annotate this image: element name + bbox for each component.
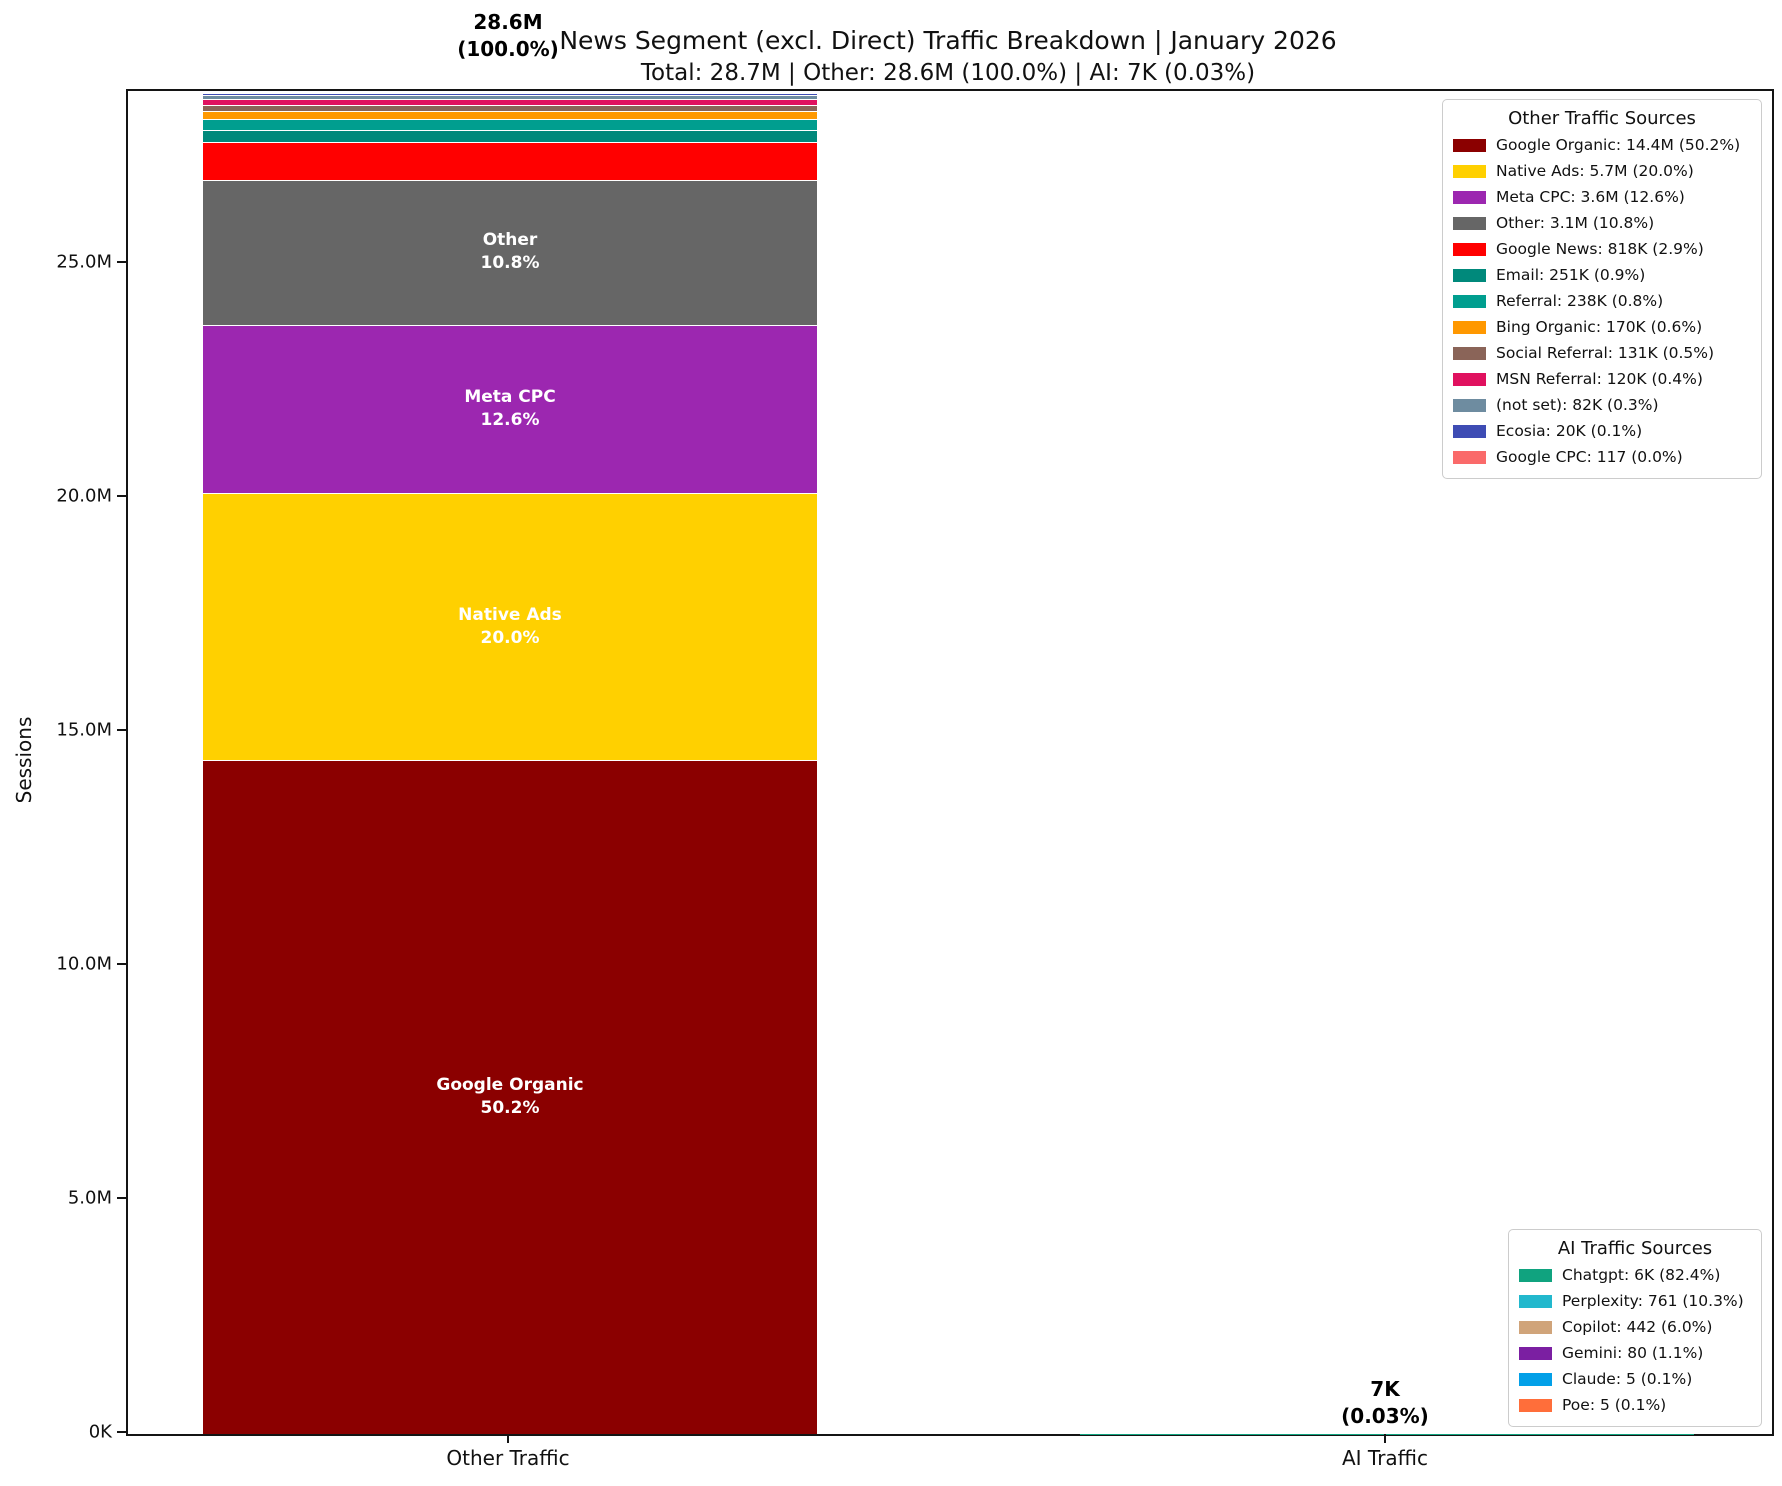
legend-item: Poe: 5 (0.1%) bbox=[1519, 1392, 1751, 1418]
plot-area: Google Organic 50.2% Native Ads 20.0% Meta… bbox=[126, 89, 1774, 1436]
legend-title: Other Traffic Sources bbox=[1508, 108, 1696, 129]
legend-item: (not set): 82K (0.3%) bbox=[1453, 392, 1751, 418]
legend-item-label: Google Organic: 14.4M (50.2%) bbox=[1496, 136, 1741, 154]
legend-swatch bbox=[1519, 1372, 1552, 1386]
y-tick-mark bbox=[117, 261, 126, 264]
bar-segment bbox=[203, 95, 817, 100]
bar-segment bbox=[203, 179, 817, 325]
legend-item: Chatgpt: 6K (82.4%) bbox=[1519, 1262, 1751, 1288]
bar-segment bbox=[203, 760, 817, 1434]
legend-item-label: Referral: 238K (0.8%) bbox=[1496, 292, 1664, 310]
bar-segment bbox=[203, 141, 817, 180]
bar-total-annotation: 7K (0.03%) bbox=[1341, 1376, 1429, 1428]
y-tick-label: 25.0M bbox=[56, 251, 112, 273]
legend-item-label: Bing Organic: 170K (0.6%) bbox=[1496, 318, 1703, 336]
legend-item: Other: 3.1M (10.8%) bbox=[1453, 210, 1751, 236]
bar-segment bbox=[203, 104, 817, 111]
legend-swatch bbox=[1453, 294, 1486, 308]
legend-item-label: Social Referral: 131K (0.5%) bbox=[1496, 344, 1715, 362]
legend-swatch bbox=[1453, 320, 1486, 334]
y-tick-mark bbox=[117, 963, 126, 966]
bar-other-traffic: Google Organic 50.2% Native Ads 20.0% Meta… bbox=[203, 94, 817, 1434]
legend-swatch bbox=[1453, 346, 1486, 360]
x-tick-label: Other Traffic bbox=[446, 1446, 570, 1470]
bar-segment bbox=[203, 94, 817, 96]
legend-item: Claude: 5 (0.1%) bbox=[1519, 1366, 1751, 1392]
legend-ai-sources: AI Traffic Sources Chatgpt: 6K (82.4%) Per… bbox=[1508, 1229, 1762, 1427]
legend-swatch bbox=[1453, 216, 1486, 230]
legend-item-label: Ecosia: 20K (0.1%) bbox=[1496, 422, 1643, 440]
y-tick-label: 15.0M bbox=[56, 719, 112, 741]
legend-item-label: Claude: 5 (0.1%) bbox=[1562, 1370, 1693, 1388]
legend-item-label: Email: 251K (0.9%) bbox=[1496, 266, 1646, 284]
y-tick-label: 10.0M bbox=[56, 953, 112, 975]
legend-swatch bbox=[1453, 164, 1486, 178]
bar-total-annotation: 28.6M (100.0%) bbox=[457, 10, 559, 62]
legend-item: Meta CPC: 3.6M (12.6%) bbox=[1453, 184, 1751, 210]
y-tick-mark bbox=[117, 1197, 126, 1200]
legend-swatch bbox=[1453, 398, 1486, 412]
y-tick-mark bbox=[117, 729, 126, 732]
legend-item-label: Poe: 5 (0.1%) bbox=[1562, 1396, 1667, 1414]
legend-item-label: Native Ads: 5.7M (20.0%) bbox=[1496, 162, 1694, 180]
x-tick-label: AI Traffic bbox=[1341, 1446, 1429, 1470]
legend-swatch bbox=[1519, 1320, 1552, 1334]
legend-swatch bbox=[1519, 1268, 1552, 1282]
legend-swatch bbox=[1453, 424, 1486, 438]
legend-item: Ecosia: 20K (0.1%) bbox=[1453, 418, 1751, 444]
y-tick-label: 20.0M bbox=[56, 485, 112, 507]
bar-segment bbox=[203, 129, 817, 142]
legend-item-label: MSN Referral: 120K (0.4%) bbox=[1496, 370, 1703, 388]
legend-item: Google News: 818K (2.9%) bbox=[1453, 236, 1751, 262]
legend-swatch bbox=[1453, 450, 1486, 464]
chart-subtitle: Total: 28.7M | Other: 28.6M (100.0%) | A… bbox=[640, 60, 1256, 86]
bar-segment bbox=[203, 118, 817, 130]
x-tick-mark bbox=[1384, 1434, 1386, 1443]
legend-swatch bbox=[1453, 138, 1486, 152]
legend-item-label: Other: 3.1M (10.8%) bbox=[1496, 214, 1655, 232]
chart-title: News Segment (excl. Direct) Traffic Brea… bbox=[559, 26, 1337, 55]
legend-item: Google Organic: 14.4M (50.2%) bbox=[1453, 132, 1751, 158]
legend-item: Google CPC: 117 (0.0%) bbox=[1453, 444, 1751, 470]
legend-other-sources: Other Traffic Sources Google Organic: 14.… bbox=[1442, 99, 1762, 479]
legend-item-label: Meta CPC: 3.6M (12.6%) bbox=[1496, 188, 1685, 206]
y-tick-mark bbox=[117, 1431, 126, 1433]
legend-item: Gemini: 80 (1.1%) bbox=[1519, 1340, 1751, 1366]
legend-item-label: Perplexity: 761 (10.3%) bbox=[1562, 1292, 1744, 1310]
legend-item: Copilot: 442 (6.0%) bbox=[1519, 1314, 1751, 1340]
legend-item-label: (not set): 82K (0.3%) bbox=[1496, 396, 1659, 414]
legend-item-label: Google News: 818K (2.9%) bbox=[1496, 240, 1704, 258]
legend-item-label: Google CPC: 117 (0.0%) bbox=[1496, 448, 1683, 466]
legend-item-label: Chatgpt: 6K (82.4%) bbox=[1562, 1266, 1721, 1284]
legend-item-label: Gemini: 80 (1.1%) bbox=[1562, 1344, 1704, 1362]
y-tick-label: 5.0M bbox=[67, 1187, 112, 1209]
bar-segment bbox=[203, 324, 817, 494]
legend-item: Perplexity: 761 (10.3%) bbox=[1519, 1288, 1751, 1314]
x-tick-mark bbox=[507, 1434, 509, 1443]
legend-item: Bing Organic: 170K (0.6%) bbox=[1453, 314, 1751, 340]
legend-swatch bbox=[1519, 1346, 1552, 1360]
legend-swatch bbox=[1453, 190, 1486, 204]
legend-swatch bbox=[1519, 1398, 1552, 1412]
bar-segment bbox=[203, 493, 817, 761]
y-tick-mark bbox=[117, 495, 126, 498]
bar-segment bbox=[203, 99, 817, 105]
legend-item: MSN Referral: 120K (0.4%) bbox=[1453, 366, 1751, 392]
legend-swatch bbox=[1519, 1294, 1552, 1308]
legend-item-label: Copilot: 442 (6.0%) bbox=[1562, 1318, 1713, 1336]
legend-swatch bbox=[1453, 268, 1486, 282]
legend-swatch bbox=[1453, 372, 1486, 386]
legend-title: AI Traffic Sources bbox=[1557, 1238, 1713, 1259]
legend-swatch bbox=[1453, 242, 1486, 256]
legend-item: Social Referral: 131K (0.5%) bbox=[1453, 340, 1751, 366]
legend-item: Native Ads: 5.7M (20.0%) bbox=[1453, 158, 1751, 184]
y-tick-label: 0K bbox=[88, 1421, 112, 1443]
bar-segment bbox=[203, 110, 817, 119]
legend-item: Referral: 238K (0.8%) bbox=[1453, 288, 1751, 314]
legend-item: Email: 251K (0.9%) bbox=[1453, 262, 1751, 288]
